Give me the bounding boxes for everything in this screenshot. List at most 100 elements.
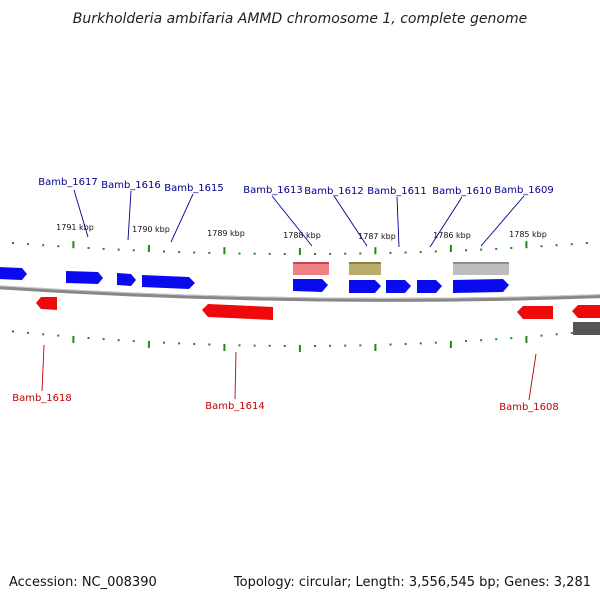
scale-tick-minor [465,249,467,252]
scale-tick-minor [42,244,45,247]
scale-tick-minor [359,252,362,255]
scale-tick-minor [570,243,573,246]
scale-tick-minor [208,251,211,254]
gene-feature-1611[interactable] [386,280,411,293]
scale-tick-minor [359,344,362,347]
gene-feature-1607[interactable] [572,305,600,318]
gene-feature-dark[interactable] [573,322,600,335]
rna-feature-pink-edge [293,262,329,264]
scale-tick-major [223,247,226,255]
scale-tick-minor [57,334,60,337]
gene-label-1614[interactable]: Bamb_1614 [205,401,265,412]
gene-feature-1616[interactable] [117,273,136,286]
scale-tick-major [147,245,150,252]
gene-label-1612[interactable]: Bamb_1612 [304,186,364,197]
scale-tick-major [525,335,528,343]
scale-tick-minor [480,248,483,251]
scale-tick-minor [283,253,286,255]
scale-tick-minor [344,252,347,255]
scale-label-1791: 1791 kbp [56,223,94,232]
gene-label-1616[interactable]: Bamb_1616 [101,180,161,191]
rna-feature-pink[interactable] [293,262,329,275]
reverse-genes [36,297,600,335]
scale-tick-minor [570,331,573,334]
scale-tick-minor [585,242,588,244]
scale-label-1789: 1789 kbp [207,229,245,238]
scale-tick-major [223,344,226,351]
gene-feature-1610[interactable] [417,280,442,293]
scale-tick-minor [253,344,256,347]
gene-feature-1608[interactable] [517,306,553,319]
scale-tick-minor [117,248,120,251]
scale-tick-minor [87,337,90,339]
scale-label-1785: 1785 kbp [509,230,547,239]
reverse-gene-labels: Bamb_1618 Bamb_1614 Bamb_1608 [12,393,559,413]
scale-tick-major [72,335,75,343]
scale-label-1787: 1787 kbp [358,232,396,241]
scale-tick-minor [465,340,467,343]
scale-tick-minor [12,242,14,244]
scale-tick-minor [419,251,422,254]
gene-label-1618[interactable]: Bamb_1618 [12,393,72,404]
scale-tick-minor [12,330,14,333]
gene-label-1610[interactable]: Bamb_1610 [432,186,492,197]
scale-tick-minor [117,339,120,342]
scale-tick-major [374,247,377,255]
gene-feature-1618[interactable] [36,297,57,310]
gene-feature-1613[interactable] [293,279,328,292]
scale-tick-minor [268,252,271,255]
scale-tick-minor [57,245,60,248]
gene-feature-1618-fwd[interactable] [0,267,27,280]
pseudo-feature-grey[interactable] [453,262,509,275]
scale-tick-minor [404,343,407,345]
scale-tick-major [147,340,150,348]
scale-tick-minor [132,340,135,343]
scale-tick-minor [27,331,30,334]
scale-tick-minor [178,251,181,254]
scale-tick-minor [132,249,135,252]
map-title: Burkholderia ambifaria AMMD chromosome 1… [73,11,527,27]
gene-feature-1617[interactable] [66,271,103,284]
gene-label-1615[interactable]: Bamb_1615 [164,183,224,194]
scale-tick-minor [102,247,105,250]
scale-label-1786: 1786 kbp [433,231,471,240]
rna-feature-olive[interactable] [349,262,381,275]
gene-label-1609[interactable]: Bamb_1609 [494,185,554,196]
leader-1608 [528,353,537,401]
scale-tick-minor [102,338,105,341]
gene-label-1608[interactable]: Bamb_1608 [499,402,559,413]
gene-feature-1609[interactable] [453,279,509,293]
scale-tick-minor [87,247,90,249]
gene-feature-1615[interactable] [142,275,195,289]
scale-tick-minor [178,342,181,345]
scale-tick-minor [329,344,332,347]
gene-label-1613[interactable]: Bamb_1613 [243,185,303,196]
gene-label-1617[interactable]: Bamb_1617 [38,177,98,188]
rna-feature-olive-edge [349,262,381,264]
scale-tick-minor [329,252,332,255]
gene-label-1611[interactable]: Bamb_1611 [367,186,427,197]
leader-1618 [41,344,45,392]
accession-text: Accession: NC_008390 [9,575,157,590]
leader-1611 [396,196,400,248]
gene-feature-1614[interactable] [202,304,273,320]
scale-label-1790: 1790 kbp [132,225,170,234]
scale-tick-major [374,344,377,351]
scale-tick-major [298,345,301,352]
scale-tick-minor [389,343,392,346]
scale-tick-minor [404,251,407,254]
scale-tick-minor [540,334,543,337]
scale-tick-minor [208,343,211,346]
scale-tick-major [525,241,528,249]
scale-tick-minor [314,253,316,255]
leader-1613 [271,195,313,247]
scale-tick-minor [314,345,316,347]
scale-tick-minor [510,337,513,340]
chromosome-backbone [0,285,600,302]
scale-tick-major [298,248,301,255]
gene-feature-1612[interactable] [349,280,381,293]
leader-1614 [234,351,237,400]
label-leader-lines [41,189,537,401]
